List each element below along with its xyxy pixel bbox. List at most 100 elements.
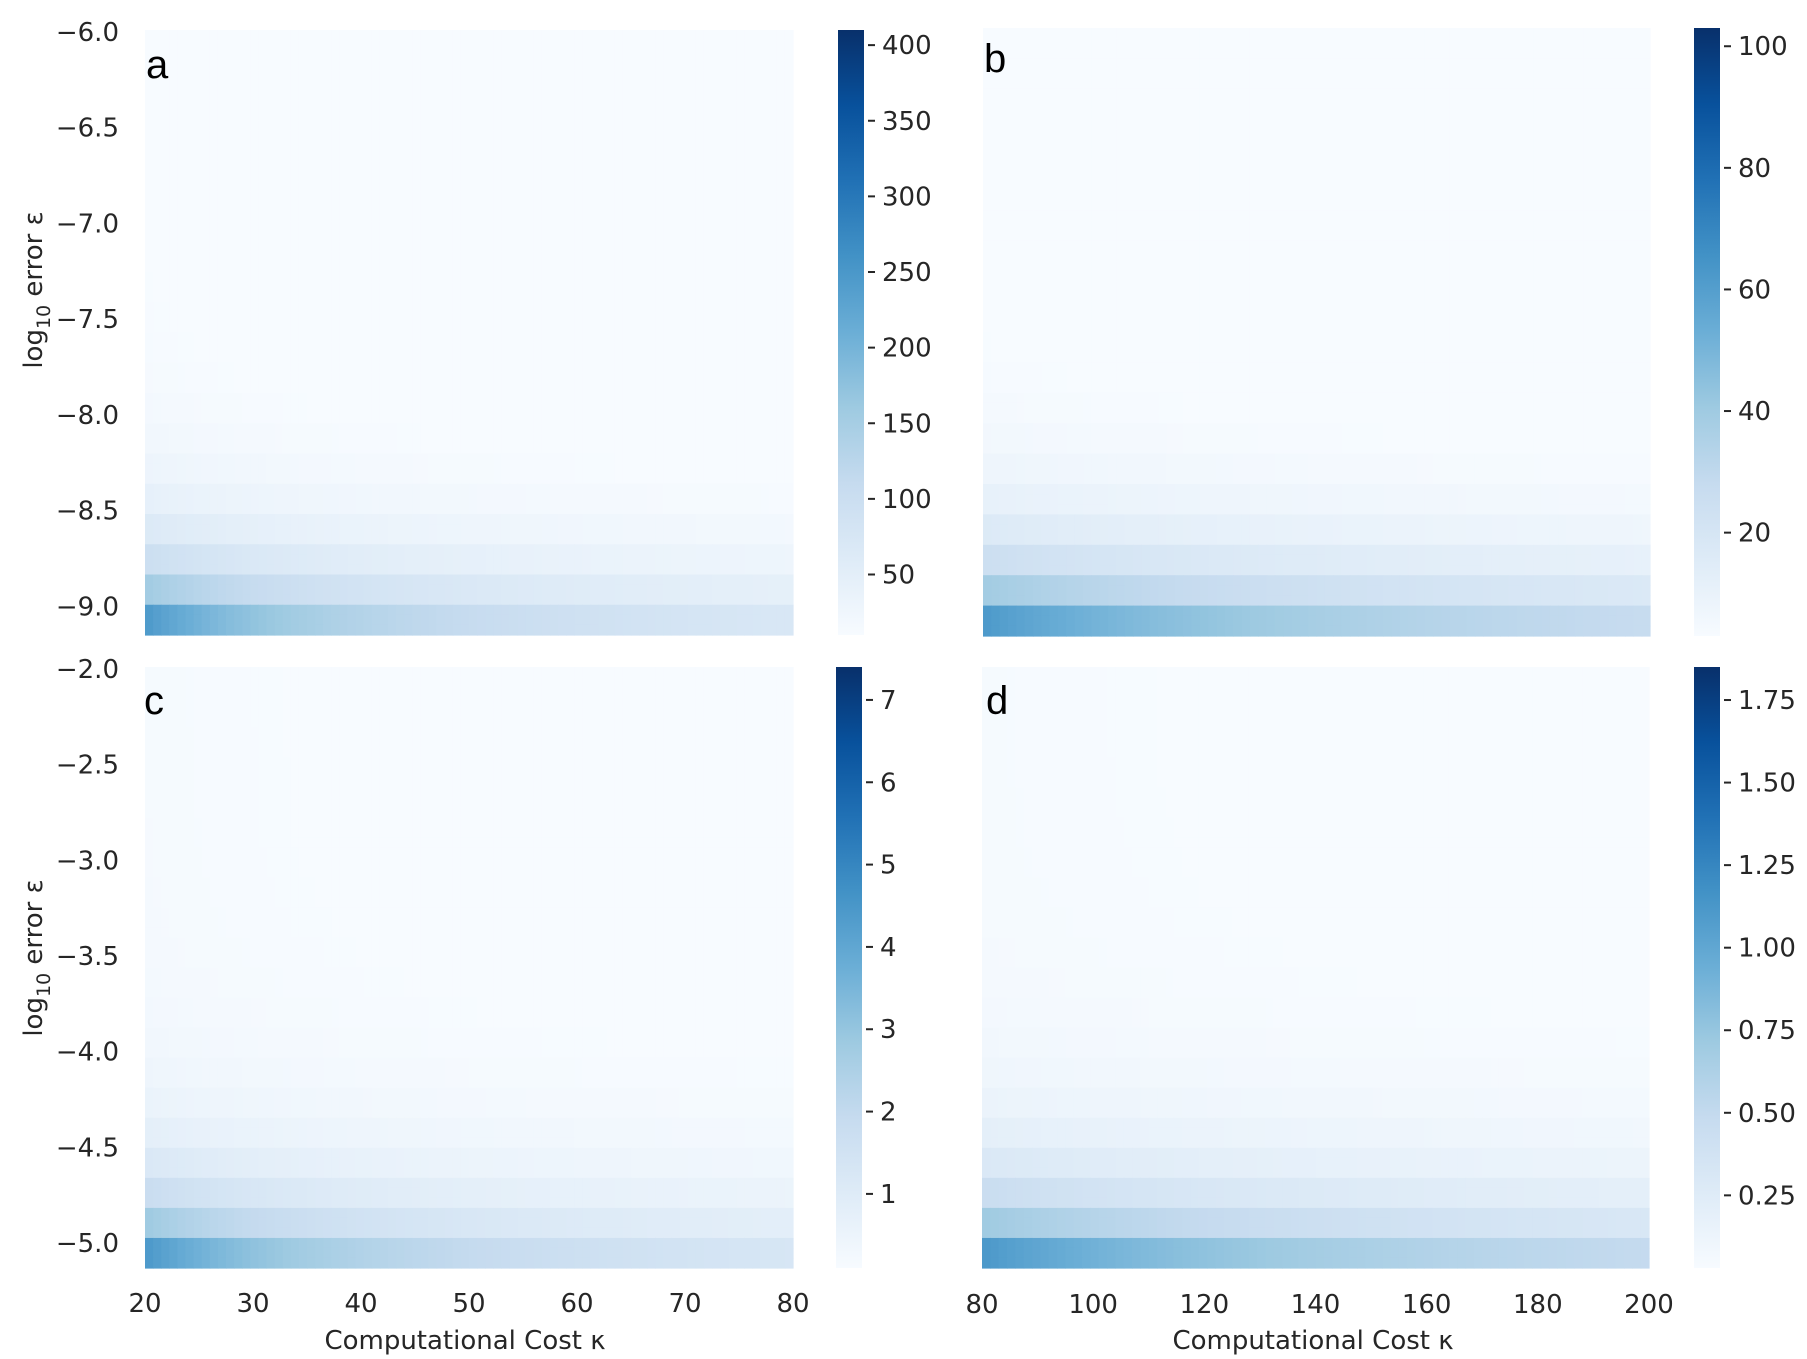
heatmap-cell [258,352,268,364]
heatmap-cell [501,382,511,394]
heatmap-cell [363,30,373,41]
heatmap-cell [768,302,778,313]
heatmap-cell [622,312,632,324]
heatmap-cell [226,483,235,495]
heatmap-cell [428,514,438,525]
heatmap-cell [687,332,697,344]
heatmap-cell [307,231,316,243]
heatmap-cell [420,473,430,485]
heatmap-cell [1541,28,1551,39]
heatmap-cell [606,382,616,394]
heatmap-cell [315,403,324,414]
heatmap-cell [558,362,567,374]
heatmap-cell [525,171,535,182]
heatmap-cell [298,50,308,61]
heatmap-cell [404,352,413,364]
heatmap-cell [728,372,737,384]
heatmap-cell [622,534,632,545]
heatmap-cell [388,70,397,82]
heatmap-cell [517,372,527,384]
heatmap-cell [703,332,713,344]
heatmap-cell [371,493,381,505]
heatmap-cell [388,352,397,364]
heatmap-cell [209,534,219,545]
heatmap-cell [752,433,762,445]
heatmap-cell [323,473,332,485]
heatmap-cell [598,443,608,455]
heatmap-cell [720,393,729,404]
heatmap-cell [1016,48,1026,59]
heatmap-cell [396,534,405,545]
heatmap-cell [290,453,300,465]
heatmap-cell [671,362,681,374]
heatmap-cell [720,352,729,364]
heatmap-cell [379,70,389,82]
heatmap-cell [379,251,389,263]
heatmap-cell [582,614,592,626]
heatmap-cell [436,574,446,586]
heatmap-cell [728,322,737,334]
heatmap-cell [582,604,592,616]
heatmap-cell [550,564,559,576]
heatmap-cell [226,624,235,636]
heatmap-cell [1641,38,1651,49]
heatmap-cell [485,544,494,555]
heatmap-cell [274,382,284,394]
heatmap-cell [379,382,389,394]
heatmap-cell [477,221,486,233]
heatmap-cell [266,30,276,41]
heatmap-cell [768,100,778,112]
heatmap-cell [663,423,673,434]
heatmap-cell [493,332,502,344]
heatmap-cell [736,544,745,555]
heatmap-cell [501,362,511,374]
heatmap-cell [768,382,778,394]
heatmap-cell [720,624,729,636]
heatmap-cell [274,443,284,455]
heatmap-cell [258,40,268,51]
heatmap-cell [1549,28,1559,39]
heatmap-cell [525,282,535,293]
heatmap-cell [541,544,551,555]
heatmap-cell [363,443,373,455]
heatmap-cell [217,161,227,172]
heatmap-cell [145,453,154,465]
heatmap-cell [533,514,543,525]
heatmap-cell [266,514,276,525]
heatmap-cell [647,352,656,364]
heatmap-cell [687,181,697,192]
heatmap-cell [509,503,519,515]
heatmap-cell [355,130,365,142]
heatmap-cell [776,130,786,142]
heatmap-cell [655,463,664,475]
heatmap-cell [695,90,705,102]
heatmap-cell [290,100,300,112]
heatmap-cell [307,604,316,616]
heatmap-cell [703,514,713,525]
heatmap-cell [550,60,559,71]
heatmap-cell [153,110,162,122]
heatmap-cell [355,473,365,485]
heatmap-cell [412,211,421,223]
heatmap-cell [209,181,219,192]
heatmap-cell [209,493,219,505]
heatmap-cell [622,332,632,344]
heatmap-cell [201,100,211,112]
heatmap-cell [493,60,502,71]
heatmap-cell [776,514,786,525]
y-tick-label: −9.0 [56,592,119,622]
heatmap-cell [250,443,259,455]
heatmap-cell [776,453,786,465]
heatmap-cell [282,272,292,283]
heatmap-cell [153,544,162,555]
heatmap-cell [631,302,640,313]
heatmap-cell [712,393,721,404]
heatmap-cell [282,50,292,61]
heatmap-cell [436,211,446,223]
heatmap-cell [728,594,737,606]
heatmap-cell [315,30,324,41]
heatmap-cell [331,30,340,41]
heatmap-cell [217,90,227,102]
heatmap-cell [347,241,357,253]
heatmap-cell [404,201,413,213]
